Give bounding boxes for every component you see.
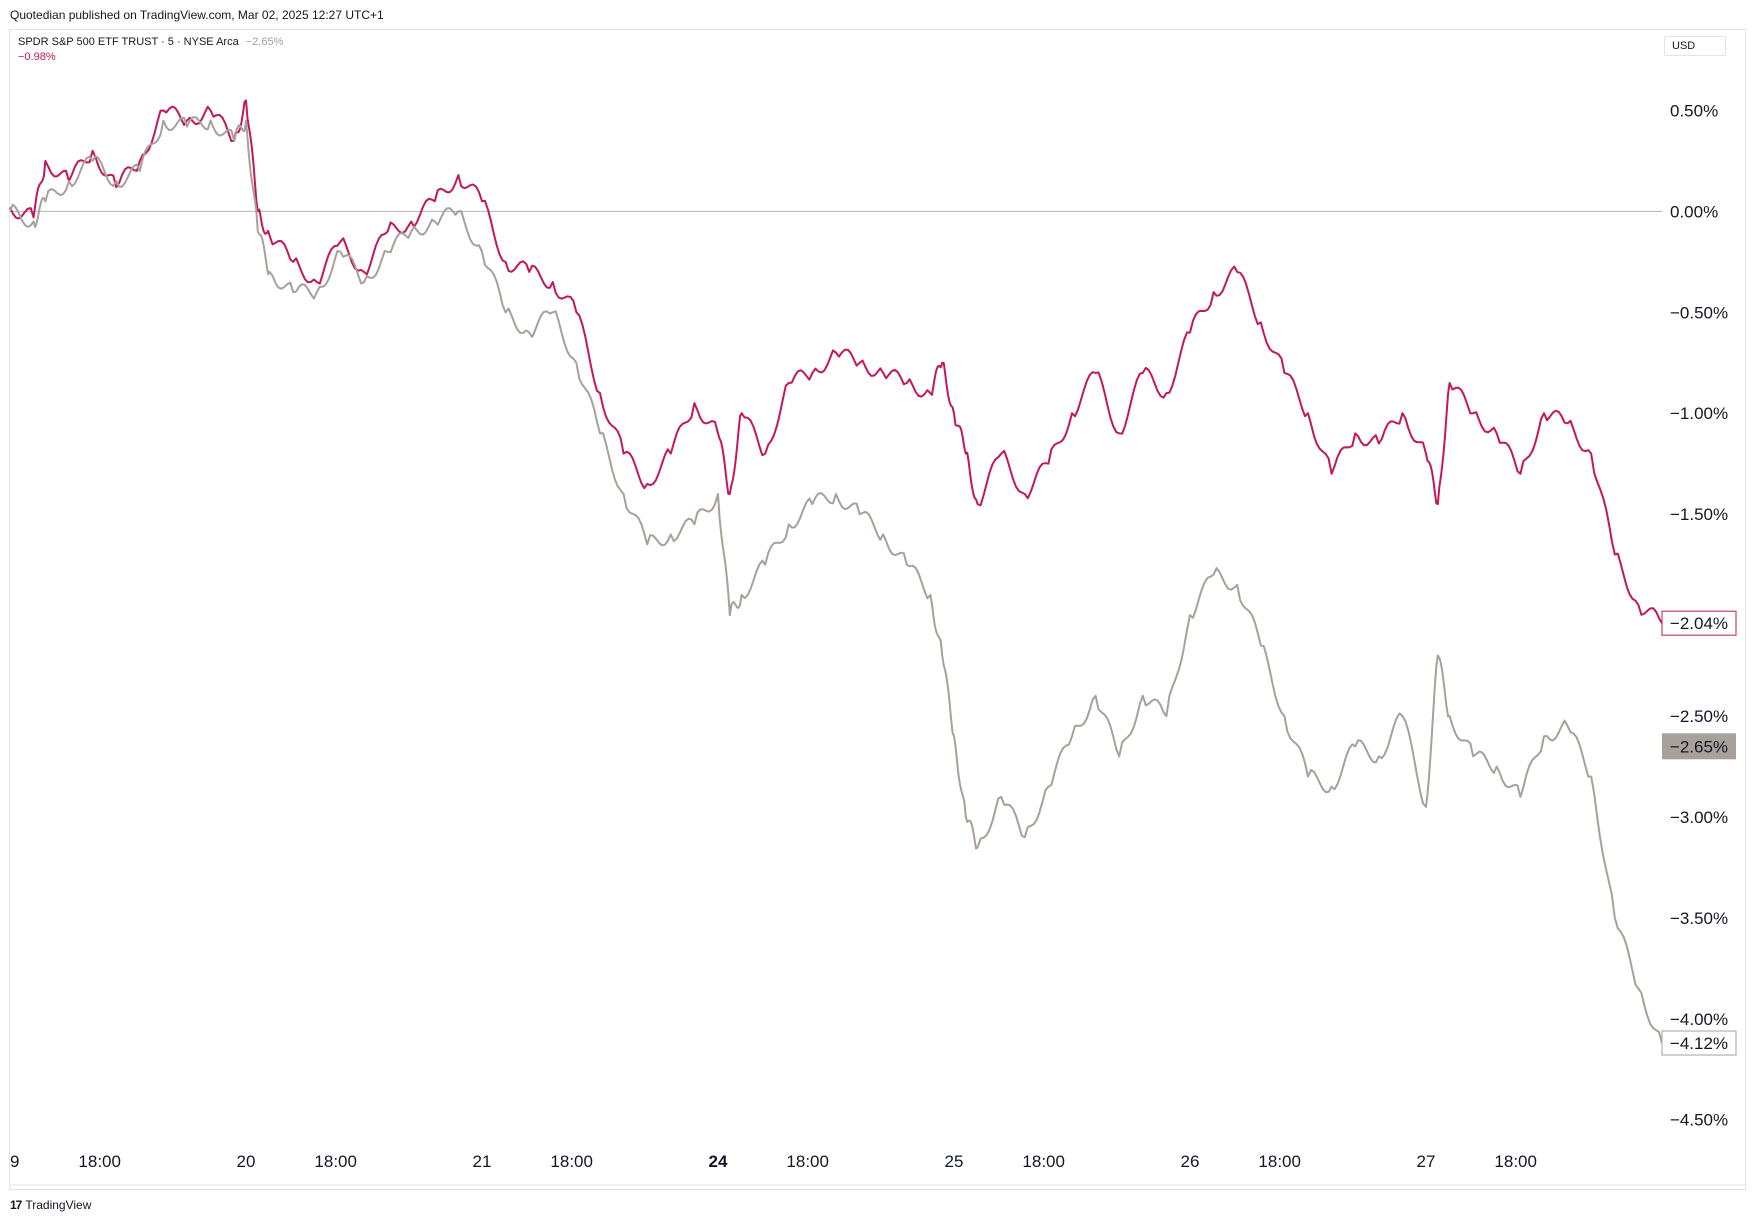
published-caption: Quotedian published on TradingView.com, …: [10, 8, 384, 22]
footer-brand: 17 TradingView: [10, 1198, 91, 1212]
y-tick-label: 0.00%: [1670, 202, 1718, 221]
x-tick-label: 25: [945, 1152, 964, 1171]
x-tick-label: 18:00: [1258, 1152, 1301, 1171]
x-tick-label: 18:00: [1494, 1152, 1537, 1171]
series-line-1: [9, 99, 1663, 624]
x-tick-label: 9: [10, 1152, 19, 1171]
y-tick-label: 0.50%: [1670, 101, 1718, 120]
tv-logo-icon: 17: [10, 1198, 22, 1212]
footer-label: TradingView: [25, 1198, 92, 1212]
y-tick-label: −4.50%: [1670, 1111, 1728, 1130]
y-tick-label: −1.50%: [1670, 505, 1728, 524]
x-tick-label: 27: [1417, 1152, 1436, 1171]
last-value-box-1: [1661, 610, 1737, 636]
x-tick-label: 18:00: [78, 1152, 121, 1171]
x-tick-label: 26: [1181, 1152, 1200, 1171]
legend-value-1: −2.65%: [245, 36, 284, 48]
x-tick-label: 21: [473, 1152, 492, 1171]
y-tick-label: −1.00%: [1670, 404, 1728, 423]
legend-value-2: −0.98%: [18, 51, 56, 63]
chart-frame: [9, 29, 1746, 1190]
x-tick-label: 24: [709, 1152, 728, 1171]
x-tick-label: 20: [237, 1152, 256, 1171]
y-tick-label: −3.50%: [1670, 909, 1728, 928]
y-tick-label: −3.00%: [1670, 808, 1728, 827]
price-label: −2.65%: [1670, 737, 1728, 756]
last-value-box-2: [1661, 1030, 1737, 1056]
currency-button[interactable]: USD: [1664, 36, 1726, 56]
series-legend: SPDR S&P 500 ETF TRUST · 5 · NYSE Arca −…: [18, 35, 283, 65]
last-value-label-1: −2.04%: [1670, 614, 1728, 633]
series-line-2: [9, 116, 1663, 1044]
y-tick-label: −4.00%: [1670, 1010, 1728, 1029]
x-tick-label: 18:00: [1022, 1152, 1065, 1171]
price-label-box: [1662, 733, 1736, 760]
x-tick-label: 18:00: [314, 1152, 357, 1171]
last-value-label-2: −4.12%: [1670, 1034, 1728, 1053]
legend-symbol-name: SPDR S&P 500 ETF TRUST · 5 · NYSE Arca: [18, 36, 239, 48]
x-tick-label: 18:00: [550, 1152, 593, 1171]
y-tick-label: −0.50%: [1670, 303, 1728, 322]
y-tick-label: −2.50%: [1670, 707, 1728, 726]
x-tick-label: 18:00: [786, 1152, 829, 1171]
